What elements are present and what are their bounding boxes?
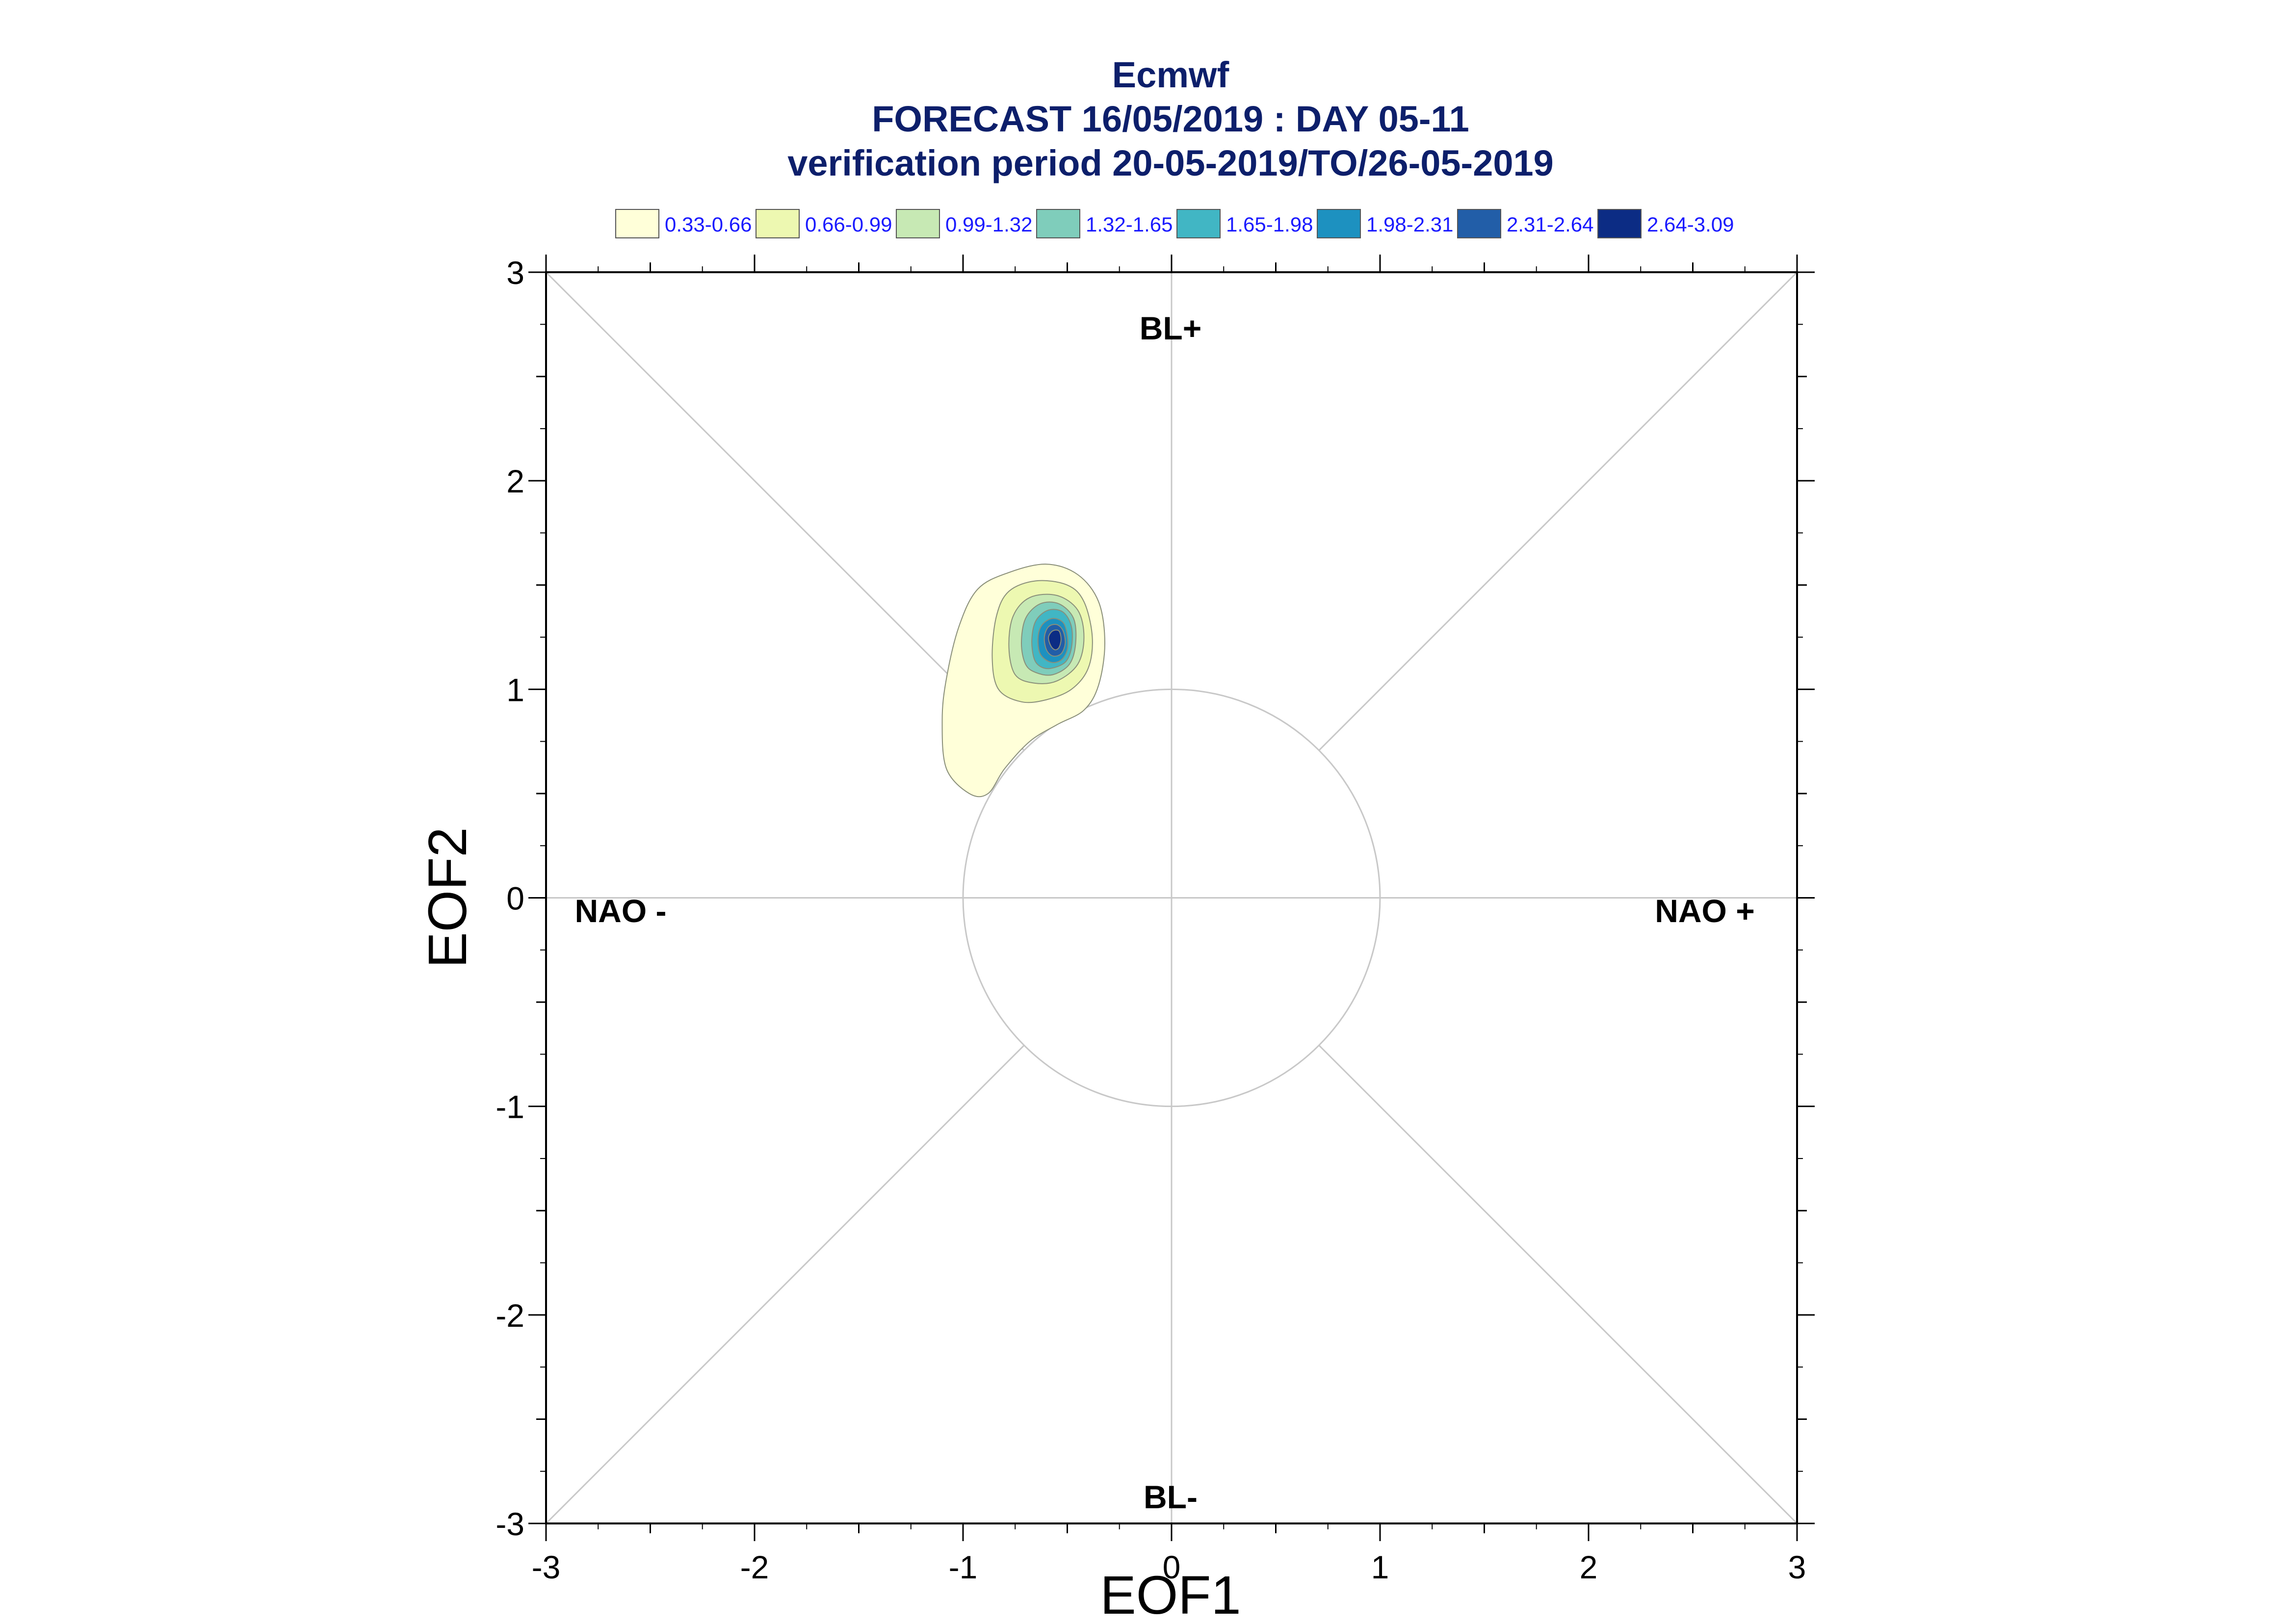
legend-label: 0.66-0.99 <box>805 213 892 236</box>
legend-label: 0.33-0.66 <box>665 213 752 236</box>
x-axis-title: EOF1 <box>1100 1565 1241 1624</box>
regime-label-nao-plus: NAO + <box>1655 893 1755 929</box>
contour-level-8 <box>1048 629 1062 650</box>
legend-label: 0.99-1.32 <box>945 213 1032 236</box>
legend-label: 1.32-1.65 <box>1086 213 1173 236</box>
legend-label: 2.31-2.64 <box>1507 213 1593 236</box>
regime-label-bl-minus: BL- <box>1144 1479 1198 1515</box>
x-tick-label: 1 <box>1371 1549 1389 1585</box>
legend-swatch <box>615 209 659 238</box>
chart-title: Ecmwf <box>1112 54 1229 95</box>
plot-area: -3 -2 -1 0 1 2 3 3 2 1 0 -1 -2 -3 <box>496 255 1815 1585</box>
guide-diagonal <box>1318 271 1798 751</box>
y-tick-label: -2 <box>496 1297 524 1334</box>
y-tick-label: -3 <box>496 1506 524 1542</box>
legend-swatch <box>756 209 800 238</box>
legend-swatch <box>1597 209 1642 238</box>
unit-circle <box>962 688 1381 1108</box>
y-tick-label: 0 <box>506 880 524 917</box>
y-tick-label: 3 <box>506 255 524 291</box>
x-tick-label: 2 <box>1580 1549 1598 1585</box>
guide-diagonal <box>1318 1045 1798 1524</box>
x-tick-label: -3 <box>532 1549 561 1585</box>
chart-subtitle-verification: verification period 20-05-2019/TO/26-05-… <box>787 143 1554 183</box>
axis-ticks: -3 -2 -1 0 1 2 3 3 2 1 0 -1 -2 -3 <box>496 255 1815 1585</box>
x-tick-label: 0 <box>1163 1549 1181 1585</box>
guide-diagonal <box>545 1045 1025 1524</box>
x-tick-label: -2 <box>740 1549 769 1585</box>
legend-swatch <box>1457 209 1501 238</box>
guide-lines <box>545 271 1798 1524</box>
y-axis-title: EOF2 <box>417 827 478 968</box>
legend-swatch <box>1317 209 1361 238</box>
chart-subtitle-forecast: FORECAST 16/05/2019 : DAY 05-11 <box>872 99 1469 139</box>
legend-label: 1.98-2.31 <box>1366 213 1453 236</box>
legend-label: 1.65-1.98 <box>1226 213 1313 236</box>
regime-label-bl-plus: BL+ <box>1140 310 1202 346</box>
legend-swatch <box>1036 209 1080 238</box>
x-tick-label: -1 <box>949 1549 978 1585</box>
legend: 0.33-0.66 0.66-0.99 0.99-1.32 1.32-1.65 1.65… <box>615 209 1734 238</box>
legend-swatch <box>1176 209 1221 238</box>
regime-label-nao-minus: NAO - <box>575 893 667 929</box>
x-tick-label: 3 <box>1788 1549 1806 1585</box>
guide-diagonal <box>545 271 1025 751</box>
y-tick-label: 2 <box>506 463 524 499</box>
y-tick-label: 1 <box>506 671 524 708</box>
legend-label: 2.64-3.09 <box>1647 213 1734 236</box>
density-contours <box>941 564 1106 798</box>
legend-swatch <box>896 209 940 238</box>
y-tick-label: -1 <box>496 1089 524 1125</box>
